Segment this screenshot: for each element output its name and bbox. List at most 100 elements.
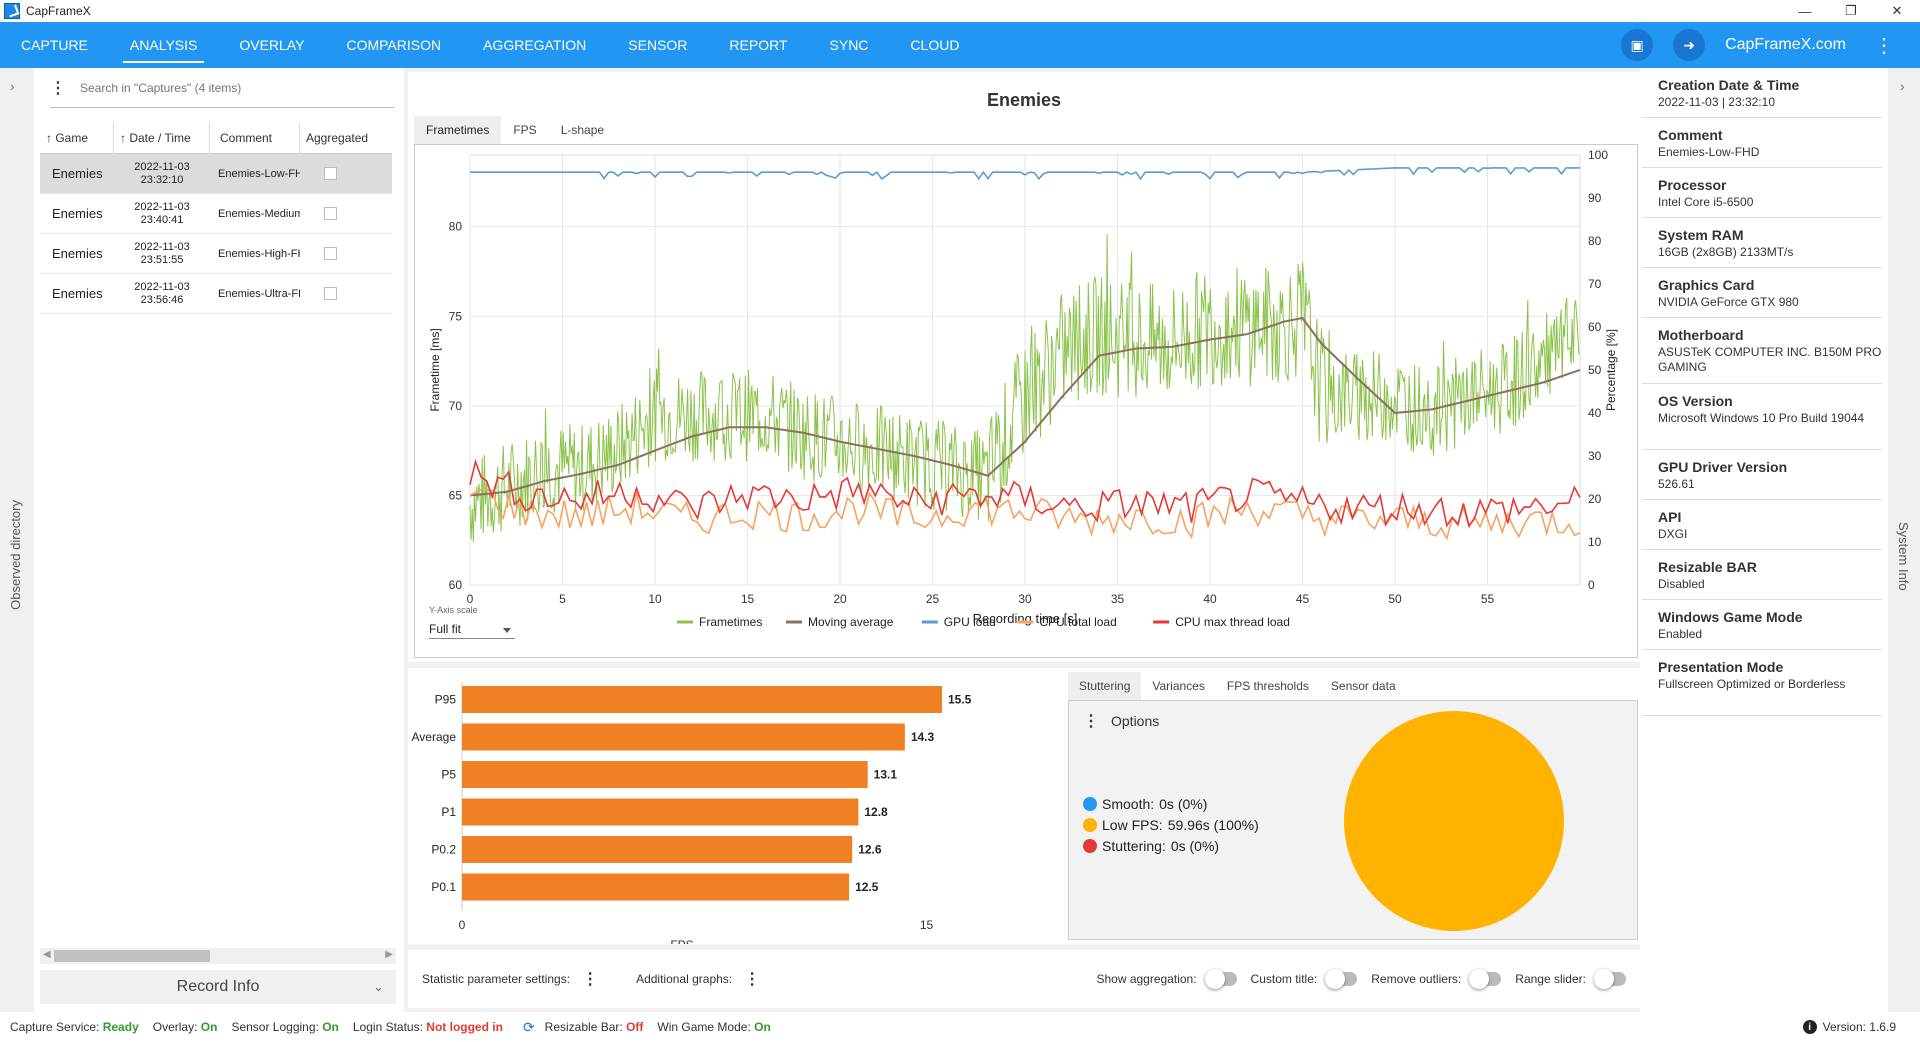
y-tick-label: 75 [449,309,463,323]
capture-row[interactable]: Enemies 2022-11-03 23:56:46 Enemies-Ultra-F… [40,274,392,314]
nav-tab-capture[interactable]: CAPTURE [21,37,88,53]
analysis-area: Enemies Frametimes FPS L-shape 0 5 10 15 20 25 3… [404,68,1640,1012]
website-link[interactable]: CapFrameX.com [1725,36,1846,53]
statistic-settings[interactable]: Statistic parameter settings: ⋮ [422,971,599,988]
aggregated-checkbox[interactable] [323,167,337,180]
bar-x-tick-label: 0 [459,918,466,932]
aggregated-cell [300,207,360,220]
observed-directory-label: Observed directory [8,500,23,610]
captures-panel: ⋮ ↑ Game ↑ Date / Time Comment Aggregate… [36,68,402,1012]
column-comment[interactable]: Comment [210,121,300,154]
close-icon[interactable]: ✕ [1891,3,1903,18]
legend-dot-icon [1083,838,1097,853]
tab-sensor-data[interactable]: Sensor data [1330,679,1396,693]
aggregated-checkbox[interactable] [323,287,337,300]
system-info-key: Processor [1658,177,1727,193]
statistic-kebab-icon[interactable]: ⋮ [582,971,599,988]
y-axis-scale-select[interactable]: Full fit [429,619,515,639]
stuttering-panel: Stuttering Variances FPS thresholds Sensor … [1058,668,1640,944]
aggregated-checkbox[interactable] [323,247,337,260]
subtab-l-shape[interactable]: L-shape [560,123,605,137]
capture-datetime: 2022-11-03 23:51:55 [114,241,210,267]
stutter-legend-label: Low FPS: [1102,816,1163,833]
column-aggregated[interactable]: Aggregated [306,130,369,145]
system-info-item: API DXGI [1642,500,1882,550]
captures-menu-kebab-icon[interactable]: ⋮ [50,79,66,97]
system-info-value: Disabled [1658,577,1705,591]
restore-icon[interactable]: ❐ [1845,3,1857,18]
minimize-icon[interactable]: — [1798,3,1812,19]
fps-bar [462,798,859,826]
remove-outliers-toggle[interactable] [1469,969,1502,989]
capture-date: 2022-11-03 [134,240,190,253]
stutter-legend-value: 59.96s (100%) [1167,816,1259,833]
nav-tab-analysis[interactable]: ANALYSIS [109,22,218,68]
system-info-item: Creation Date & Time 2022-11-03 | 23:32:1… [1642,68,1882,118]
tab-fps-thresholds[interactable]: FPS thresholds [1226,679,1309,693]
system-info-value: Microsoft Windows 10 Pro Build 19044 [1658,411,1865,425]
refresh-icon[interactable]: ⟳ [522,1018,535,1035]
nav-tab-aggregation[interactable]: AGGREGATION [483,37,587,53]
observed-directory-strip[interactable]: › Observed directory [0,68,34,1012]
range-slider-toggle[interactable] [1594,969,1626,989]
x-tick-label: 10 [648,592,662,606]
remove-outliers: Remove outliers: [1371,969,1502,989]
aggregated-checkbox[interactable] [323,207,337,220]
nav-tab-comparison[interactable]: COMPARISON [346,37,442,53]
horizontal-scrollbar[interactable]: ◀ ▶ [40,948,396,964]
show-aggregation-toggle[interactable] [1204,969,1237,989]
range-slider: Range slider: [1515,969,1626,989]
resizable-bar-status: Resizable Bar: Off [544,1020,644,1034]
menu-kebab-icon[interactable]: ⋮ [1874,34,1894,57]
record-info-button[interactable]: Record Info ⌄ [40,970,396,1004]
additional-graphs[interactable]: Additional graphs: ⋮ [636,971,761,988]
tab-variances[interactable]: Variances [1152,679,1205,693]
nav-tab-overlay[interactable]: OVERLAY [239,37,305,53]
info-icon: i [1802,1020,1817,1034]
column-date[interactable]: ↑ Date / Time [114,121,210,154]
nav-tab-cloud[interactable]: CLOUD [910,37,960,53]
system-info-key: Graphics Card [1658,277,1755,293]
aggregated-cell [300,287,360,300]
system-info-strip[interactable]: › System Info [1888,68,1920,1012]
custom-title-toggle[interactable] [1325,969,1358,989]
fps-bar [462,873,850,901]
bar-value-label: 14.3 [911,730,935,744]
column-game[interactable]: ↑ Game [40,121,114,154]
bar-value-label: 12.5 [855,880,879,894]
legend-entry: CPU total load [1039,615,1116,629]
frametime-graph[interactable]: 0 5 10 15 20 25 30 35 40 45 50 55 60 65 70 75 80 0 10 20 30 4… [414,144,1638,658]
subtab-frametimes[interactable]: Frametimes [414,116,502,144]
system-info-value: Enabled [1658,627,1703,641]
x-tick-label: 30 [1018,592,1032,606]
nav-tab-sensor[interactable]: SENSOR [628,37,688,53]
capture-comment: Enemies-Medium-FHD [218,207,300,220]
screenshot-icon[interactable]: ▣ [1621,29,1654,61]
nav-tab-sync[interactable]: SYNC [829,37,869,53]
tab-stuttering[interactable]: Stuttering [1068,672,1142,700]
bar-category-label: P0.1 [431,880,456,894]
subtab-fps[interactable]: FPS [513,123,537,137]
capture-time: 23:32:10 [140,173,184,186]
system-info-key: Creation Date & Time [1658,77,1800,93]
login-icon[interactable]: ➜ [1673,29,1706,61]
system-info-item: Comment Enemies-Low-FHD [1642,118,1882,168]
capture-game: Enemies [52,286,103,301]
chevron-right-icon[interactable]: › [1900,78,1905,94]
captures-table-header: ↑ Game ↑ Date / Time Comment Aggregated [40,121,392,154]
additional-kebab-icon[interactable]: ⋮ [744,971,761,988]
x-tick-label: 15 [741,592,755,606]
y2-tick-label: 0 [1588,578,1595,592]
legend-entry: GPU load [944,615,996,629]
capture-game: Enemies [52,166,103,181]
system-info-value: DXGI [1658,527,1688,541]
main-nav: CAPTURE ANALYSIS OVERLAY COMPARISON AGGREGAT… [0,22,1920,68]
options-button[interactable]: ⋮ Options [1083,713,1160,730]
chevron-right-icon[interactable]: › [10,78,15,94]
search-input[interactable] [80,80,380,95]
x-tick-label: 50 [1388,592,1402,606]
nav-tab-report[interactable]: REPORT [729,37,788,53]
